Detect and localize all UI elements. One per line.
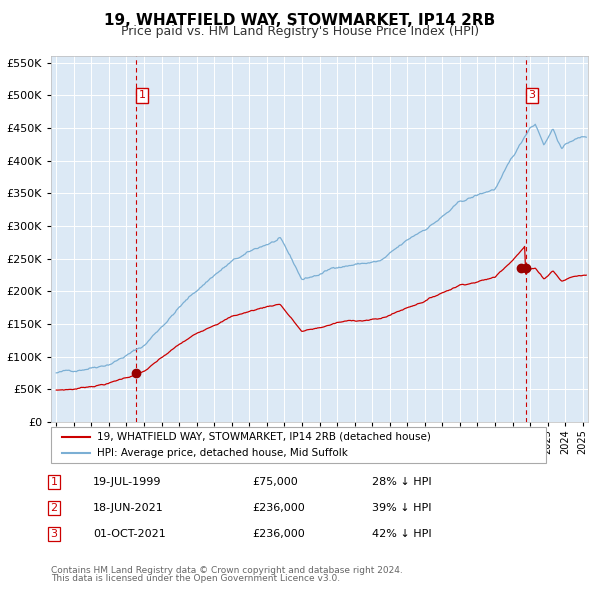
Text: 39% ↓ HPI: 39% ↓ HPI [372, 503, 431, 513]
Text: 01-OCT-2021: 01-OCT-2021 [93, 529, 166, 539]
Text: This data is licensed under the Open Government Licence v3.0.: This data is licensed under the Open Gov… [51, 574, 340, 583]
Text: 1: 1 [50, 477, 58, 487]
Text: 19-JUL-1999: 19-JUL-1999 [93, 477, 161, 487]
Text: 1: 1 [139, 90, 146, 100]
Text: 42% ↓ HPI: 42% ↓ HPI [372, 529, 431, 539]
Text: 3: 3 [529, 90, 535, 100]
Text: 2: 2 [50, 503, 58, 513]
Text: 19, WHATFIELD WAY, STOWMARKET, IP14 2RB (detached house): 19, WHATFIELD WAY, STOWMARKET, IP14 2RB … [97, 432, 431, 442]
Text: Price paid vs. HM Land Registry's House Price Index (HPI): Price paid vs. HM Land Registry's House … [121, 25, 479, 38]
Text: HPI: Average price, detached house, Mid Suffolk: HPI: Average price, detached house, Mid … [97, 448, 348, 458]
Text: £236,000: £236,000 [252, 503, 305, 513]
Text: 28% ↓ HPI: 28% ↓ HPI [372, 477, 431, 487]
Text: 19, WHATFIELD WAY, STOWMARKET, IP14 2RB: 19, WHATFIELD WAY, STOWMARKET, IP14 2RB [104, 13, 496, 28]
Text: £75,000: £75,000 [252, 477, 298, 487]
Text: £236,000: £236,000 [252, 529, 305, 539]
Text: 3: 3 [50, 529, 58, 539]
Text: Contains HM Land Registry data © Crown copyright and database right 2024.: Contains HM Land Registry data © Crown c… [51, 566, 403, 575]
Text: 18-JUN-2021: 18-JUN-2021 [93, 503, 164, 513]
